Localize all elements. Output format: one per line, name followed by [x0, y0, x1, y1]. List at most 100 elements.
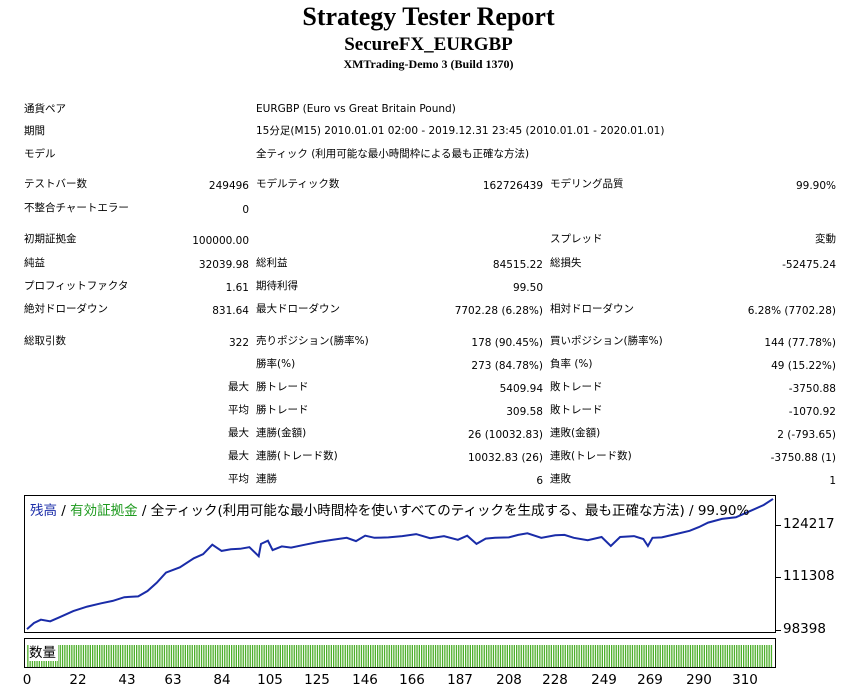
volume-bar — [557, 645, 559, 667]
gross-profit-label: 総利益 — [256, 257, 288, 269]
volume-bar — [138, 645, 140, 667]
volume-bar — [423, 645, 425, 667]
y-tick-label: 98398 — [783, 621, 826, 637]
balance-line — [26, 498, 774, 630]
volume-bar — [597, 645, 599, 667]
volume-bar — [750, 645, 752, 667]
volume-bar — [724, 645, 726, 667]
largest-loss-value: -3750.88 — [788, 383, 836, 395]
volume-bar — [108, 645, 110, 667]
x-tick-label: 249 — [591, 672, 617, 688]
volume-bar — [78, 645, 80, 667]
volume-bar — [689, 645, 692, 667]
x-tick-label: 22 — [69, 672, 87, 688]
volume-bar — [323, 645, 325, 667]
volume-bar — [263, 645, 265, 667]
volume-bar — [536, 645, 539, 667]
volume-bar — [611, 645, 613, 667]
volume-bar — [657, 645, 659, 667]
volume-bar — [712, 645, 715, 667]
volume-bar — [509, 645, 511, 667]
volume-bar — [708, 645, 710, 667]
volume-bar — [599, 645, 601, 667]
win-pct-label: 勝率(%) — [256, 358, 296, 370]
volume-bar — [117, 645, 119, 667]
volume-bar — [349, 645, 351, 667]
volume-bar — [437, 645, 439, 667]
volume-bar — [268, 645, 270, 667]
volume-bar — [339, 645, 342, 667]
average-win-value: 309.58 — [506, 406, 543, 418]
volume-bar — [673, 645, 675, 667]
consecutive-profit-label: 連勝(トレード数) — [256, 450, 338, 462]
volume-bar — [522, 645, 525, 667]
volume-bar — [659, 645, 661, 667]
average-consecutive-prefix: 平均 — [228, 473, 249, 485]
volume-bar — [421, 645, 423, 667]
x-tick-label: 105 — [257, 672, 283, 688]
volume-bar — [543, 645, 546, 667]
volume-bar — [692, 645, 694, 667]
volume-bar — [738, 645, 740, 667]
volume-bar — [754, 645, 756, 667]
volume-bar — [685, 645, 687, 667]
volume-bar — [481, 645, 483, 667]
volume-bar — [743, 645, 745, 667]
volume-bar — [305, 645, 307, 667]
volume-bar — [187, 645, 189, 667]
average-consecutive-wins-value: 6 — [536, 475, 543, 487]
volume-bar — [370, 645, 372, 667]
volume-bar — [265, 645, 268, 667]
volume-bar — [275, 645, 277, 667]
volume-bar — [573, 645, 576, 667]
volume-bar — [402, 645, 404, 667]
total-trades-value: 322 — [228, 337, 249, 349]
volume-bar — [68, 645, 71, 667]
volume-bar — [173, 645, 175, 667]
volume-bar — [335, 645, 337, 667]
volume-bar — [664, 645, 666, 667]
consecutive-losses-money-label: 連敗(金額) — [550, 427, 601, 439]
volume-bar — [416, 645, 418, 667]
x-tick-label: 63 — [164, 672, 182, 688]
volume-bar — [766, 645, 768, 667]
volume-bar — [89, 645, 91, 667]
volume-bar — [147, 645, 149, 667]
volume-bar — [383, 645, 386, 667]
volume-bar — [381, 645, 383, 667]
gross-profit-value: 84515.22 — [492, 259, 543, 271]
volume-bar — [555, 645, 557, 667]
x-tick-label: 310 — [732, 672, 758, 688]
average-consecutive-wins-label: 連勝 — [256, 473, 277, 485]
volume-bar — [668, 645, 671, 667]
largest-loss-label: 敗トレード — [550, 381, 603, 393]
volume-bar — [474, 645, 476, 667]
volume-bar — [761, 645, 763, 667]
volume-bar — [529, 645, 532, 667]
volume-bar — [64, 645, 66, 667]
volume-bar — [189, 645, 191, 667]
deposit-label: 初期証拠金 — [24, 233, 77, 245]
volume-bar — [180, 645, 182, 667]
volume-bar — [200, 645, 203, 667]
volume-bar — [154, 645, 156, 667]
short-positions-label: 売りポジション(勝率%) — [256, 335, 369, 347]
volume-bar — [576, 645, 578, 667]
volume-bar — [112, 645, 115, 667]
average-consecutive-losses-label: 連敗 — [550, 473, 571, 485]
volume-bar — [627, 645, 629, 667]
volume-bar — [624, 645, 627, 667]
volume-bar — [578, 645, 580, 667]
volume-bar — [472, 645, 474, 667]
volume-bar — [140, 645, 142, 667]
volume-bar — [499, 645, 502, 667]
volume-bar — [634, 645, 636, 667]
volume-bar — [606, 645, 608, 667]
volume-bar — [759, 645, 761, 667]
volume-bar — [504, 645, 506, 667]
volume-bar — [752, 645, 754, 667]
volume-bar — [277, 645, 279, 667]
balance-chart-plot — [26, 498, 774, 630]
volume-bar — [85, 645, 87, 667]
volume-bar — [249, 645, 251, 667]
